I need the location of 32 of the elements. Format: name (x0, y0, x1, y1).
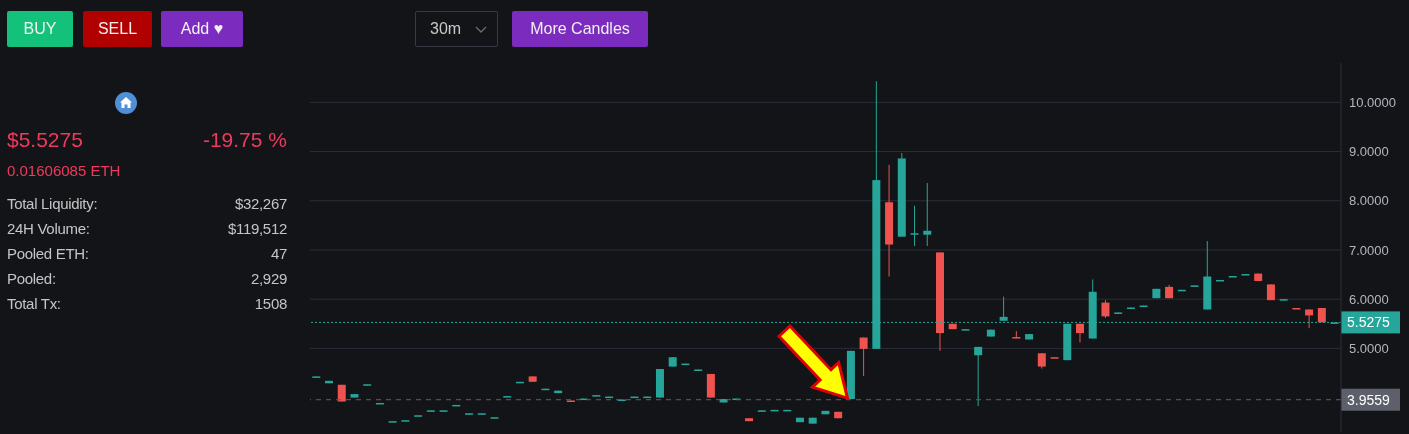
text: Total Tx: (7, 295, 61, 312)
y-tick-label: 9.0000 (1349, 144, 1389, 160)
text: $5.5275 (7, 128, 83, 152)
text: SELL (83, 11, 152, 47)
text: Pooled ETH: (7, 245, 89, 262)
candlestick (1305, 308, 1314, 329)
candlestick (859, 337, 868, 377)
candlestick (923, 182, 932, 247)
text: -19.75 % (202, 128, 287, 152)
text: Total Liquidity: (7, 195, 98, 212)
candlestick (910, 205, 919, 247)
ref-line-label: 5.5275 (1347, 314, 1391, 331)
text: 2,929 (250, 270, 287, 287)
text: More Candles (512, 11, 648, 47)
y-tick-label: 6.0000 (1349, 291, 1389, 307)
y-tick-label: 5.0000 (1349, 340, 1389, 356)
text: 30m (430, 20, 462, 38)
text: 24H Volume: (7, 220, 90, 237)
text: 1508 (254, 295, 287, 312)
text: Add ♥ (161, 11, 243, 47)
ref-line-label: 3.9559 (1347, 391, 1391, 408)
candlestick (1012, 330, 1021, 339)
y-tick-label: 8.0000 (1349, 193, 1389, 209)
y-tick-label: 10.0000 (1349, 94, 1396, 110)
candlestick (974, 346, 983, 407)
text: $119,512 (227, 220, 287, 237)
text: 47 (270, 245, 287, 262)
text: Pooled: (7, 270, 56, 287)
text: $32,267 (234, 195, 287, 212)
text: 0.01606085 ETH (7, 162, 121, 179)
y-tick-label: 7.0000 (1349, 242, 1389, 258)
text: BUY (7, 11, 73, 47)
